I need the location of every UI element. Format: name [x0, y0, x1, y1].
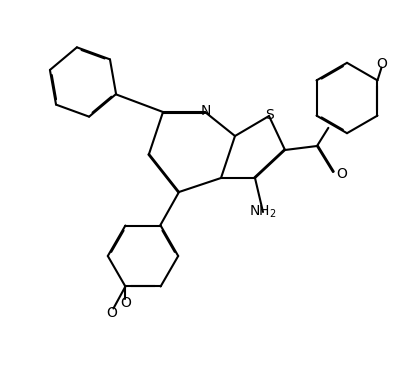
- Text: S: S: [264, 108, 273, 122]
- Text: O: O: [119, 296, 130, 310]
- Text: O: O: [106, 306, 117, 320]
- Text: O: O: [336, 167, 346, 181]
- Text: O: O: [375, 57, 386, 71]
- Text: NH$_2$: NH$_2$: [249, 204, 276, 220]
- Text: N: N: [200, 104, 210, 118]
